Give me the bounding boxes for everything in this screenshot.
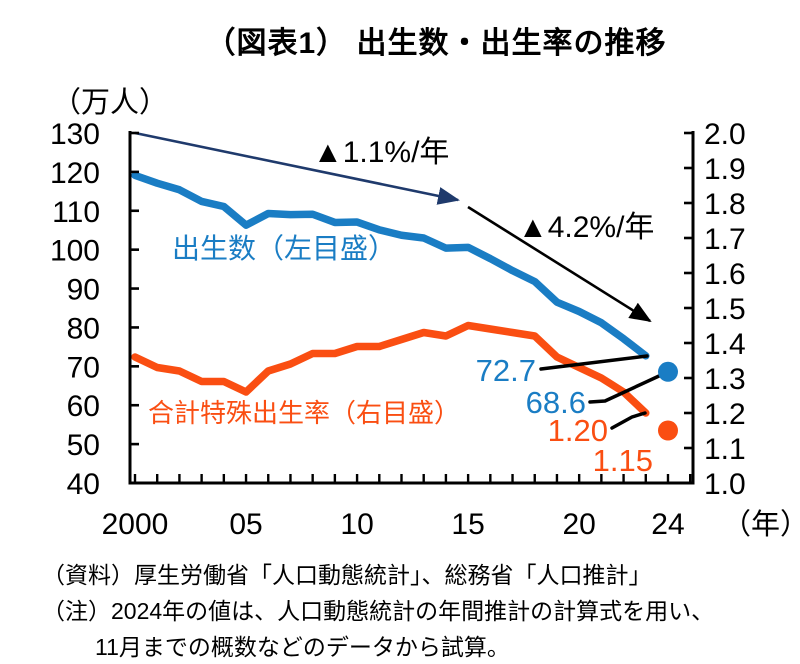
value-label-72.7: 72.7: [476, 353, 536, 388]
left-axis-tick-label: 70: [67, 351, 100, 384]
right-axis-tick-label: 1.1: [704, 433, 746, 466]
value-label-1.20: 1.20: [548, 413, 608, 448]
callout-line-68.6: [588, 374, 661, 404]
left-axis-tick-label: 40: [67, 468, 100, 501]
x-axis-tick-label: 05: [229, 508, 262, 541]
x-axis-tick-label: 2000: [102, 508, 169, 541]
trend-2015-2024-annotation: ▲4.2%/年: [518, 211, 654, 244]
right-axis-tick-label: 1.3: [704, 363, 746, 396]
left-axis-unit-label: （万人）: [52, 87, 168, 119]
right-axis-tick-label: 2.0: [704, 118, 746, 151]
left-axis-tick-label: 90: [67, 274, 100, 307]
births-2024-dot: [657, 361, 678, 382]
tfr-line: [131, 321, 650, 417]
left-axis-tick-label: 110: [52, 196, 100, 229]
left-axis-tick-label: 130: [50, 118, 100, 151]
tfr-series-label: 合計特殊出生率（右目盛）: [148, 398, 460, 428]
value-label-68.6: 68.6: [526, 385, 586, 420]
x-axis-unit-label: （年）: [722, 508, 800, 541]
source-note: （資料）厚生労働省「人口動態統計」、総務省「人口推計」: [42, 562, 652, 588]
left-axis-tick-label: 80: [67, 312, 100, 345]
births-line: [131, 171, 650, 360]
value-label-1.15: 1.15: [593, 443, 653, 478]
right-axis-tick-label: 1.5: [704, 293, 746, 326]
callout-line-1.20: [610, 411, 647, 430]
tfr-2024-dot: [657, 420, 678, 441]
left-axis-tick-label: 50: [67, 429, 100, 462]
right-axis-tick-label: 1.9: [704, 153, 746, 186]
left-axis-tick-label: 100: [50, 235, 100, 268]
x-axis-tick-label: 24: [651, 508, 684, 541]
right-axis-tick-label: 1.8: [704, 188, 746, 221]
births-series-label: 出生数（左目盛）: [172, 233, 396, 264]
right-axis-tick-label: 1.7: [704, 223, 746, 256]
left-axis-tick-label: 120: [50, 157, 100, 190]
chart-title: （図表1） 出生数・出生率の推移: [205, 27, 667, 60]
left-axis-tick-label: 60: [67, 390, 100, 423]
right-axis-tick-label: 1.2: [704, 398, 746, 431]
right-axis-tick-label: 1.6: [704, 258, 746, 291]
note-line-2: 11月までの概数などのデータから試算。: [95, 634, 510, 660]
note-line-1: （注）2024年の値は、人口動態統計の年間推計の計算式を用い、: [42, 598, 715, 624]
x-axis-tick-label: 15: [451, 508, 484, 541]
trend-2000-2015-annotation: ▲1.1%/年: [313, 136, 449, 169]
x-axis-tick-label: 10: [340, 508, 373, 541]
x-axis-tick-label: 20: [562, 508, 595, 541]
trend-2015-2024-arrow: [467, 205, 652, 323]
callout-line-72.7: [539, 354, 649, 371]
right-axis-tick-label: 1.4: [704, 328, 746, 361]
right-axis-tick-label: 1.0: [704, 468, 746, 501]
trend-2000-2015-arrow: [134, 131, 460, 205]
